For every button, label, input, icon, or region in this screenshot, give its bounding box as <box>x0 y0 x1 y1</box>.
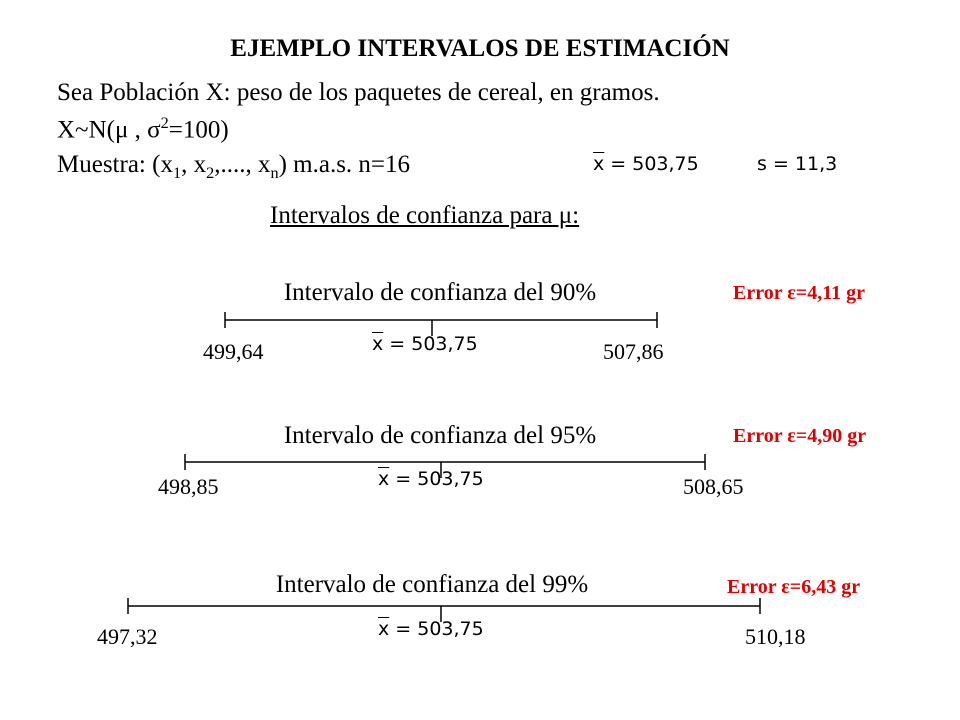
lower-bound: 497,32 <box>97 624 158 649</box>
text: ,...., x <box>214 151 271 178</box>
sd-formula: s = 11,3 <box>757 153 838 175</box>
symbol: x <box>372 333 384 355</box>
mean-formula: x = 503,75 <box>378 470 484 489</box>
text: =100) <box>168 116 229 144</box>
interval-90 <box>224 312 658 336</box>
mean-formula: x = 503,75 <box>378 620 484 639</box>
value: = 503,75 <box>389 468 484 490</box>
error-label: Error ε=4,90 gr <box>733 425 867 447</box>
text: Muestra: (x <box>57 151 173 178</box>
superscript: 2 <box>160 114 169 132</box>
lower-bound: 498,85 <box>158 474 219 499</box>
text: X~N(μ , σ <box>57 116 161 144</box>
symbol: x <box>593 153 605 175</box>
intro-line: Muestra: (x1, x2,...., xn) m.a.s. n=16 <box>57 152 410 181</box>
text: ) m.a.s. n=16 <box>278 151 411 178</box>
interval-label: Intervalo de confianza del 90% <box>283 279 597 306</box>
value: = 503,75 <box>604 153 699 175</box>
symbol: x <box>378 468 390 490</box>
subscript: 1 <box>172 164 182 182</box>
intro-line: X~N(μ , σ2=100) <box>57 115 229 142</box>
error-label: Error ε=4,11 gr <box>733 282 865 304</box>
interval-99 <box>127 598 761 622</box>
text: , x <box>181 151 207 178</box>
value: = 503,75 <box>389 618 484 640</box>
mean-formula: x = 503,75 <box>593 155 699 174</box>
mean-formula: x = 503,75 <box>372 335 478 354</box>
subscript: 2 <box>206 164 215 182</box>
value: = 503,75 <box>383 333 478 355</box>
error-label: Error ε=6,43 gr <box>727 576 861 598</box>
interval-label: Intervalo de confianza del 99% <box>275 571 589 598</box>
interval-label: Intervalo de confianza del 95% <box>283 422 597 449</box>
lower-bound: 499,64 <box>203 339 264 364</box>
upper-bound: 508,65 <box>683 474 744 499</box>
subscript: n <box>270 164 279 182</box>
interval-95 <box>184 454 706 478</box>
intro-line: Sea Población X: peso de los paquetes de… <box>57 79 660 106</box>
upper-bound: 507,86 <box>603 339 664 364</box>
subtitle: Intervalos de confianza para μ: <box>270 202 580 229</box>
symbol: x <box>378 618 390 640</box>
upper-bound: 510,18 <box>745 624 806 649</box>
title: EJEMPLO INTERVALOS DE ESTIMACIÓN <box>230 35 730 62</box>
